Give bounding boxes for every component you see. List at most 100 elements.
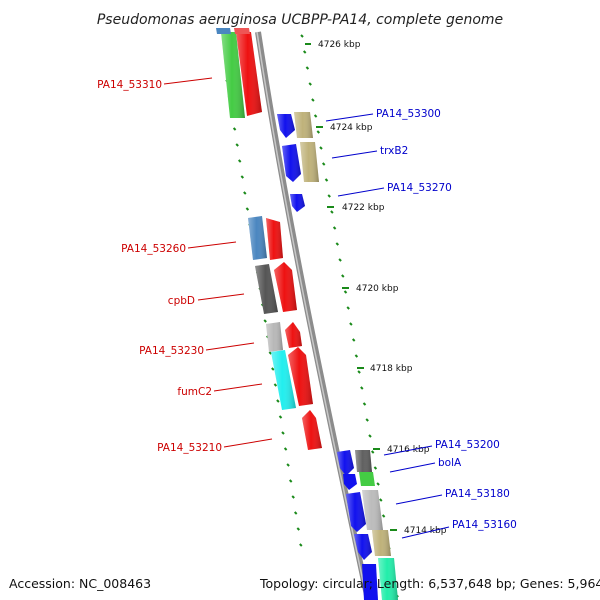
tick-dot: [373, 466, 378, 470]
gene-label: PA14_53230: [139, 345, 204, 357]
tick-dot: [319, 146, 323, 150]
tick-dot: [291, 495, 295, 499]
tick-dot: [237, 159, 242, 163]
tick-dot: [263, 319, 267, 323]
tick-dot: [379, 498, 383, 502]
gene-feature: [372, 530, 391, 556]
tick-dot: [286, 463, 290, 467]
minus-strand-features: [216, 28, 322, 450]
gene-feature: [302, 410, 322, 450]
tick-dot: [278, 415, 283, 419]
gene-feature: [266, 218, 283, 260]
tick-dot: [341, 274, 345, 278]
tick-dot: [302, 50, 307, 54]
tick-dot: [232, 127, 237, 131]
gene-feature: [221, 32, 245, 118]
gene-label: cpbD: [168, 295, 195, 307]
tick-dot: [346, 306, 350, 310]
tick-dot: [281, 431, 285, 435]
tick-dot: [354, 354, 359, 358]
gene-label: PA14_53160: [452, 519, 517, 531]
tick-dot: [327, 194, 331, 198]
gene-feature: [354, 534, 372, 560]
gene-feature: [277, 114, 295, 138]
position-label: 4720 kbp: [356, 284, 399, 294]
gene-feature: [285, 322, 302, 348]
tick-dot: [381, 514, 386, 518]
minus-strand-labels: PA14_53310 PA14_53260 cpbD PA14_53230 fu…: [97, 77, 273, 454]
gene-feature: [294, 112, 313, 138]
gene-feature: [343, 474, 357, 490]
tick-dot: [268, 351, 273, 355]
label-leader: [197, 293, 245, 301]
gene-feature: [274, 262, 297, 312]
gene-feature: [337, 450, 354, 476]
tick-dot: [332, 226, 337, 230]
position-label: 4714 kbp: [404, 526, 447, 536]
tick-dot: [365, 418, 369, 422]
gene-label: PA14_53300: [376, 108, 441, 120]
tick-dot: [308, 82, 312, 86]
label-leader: [337, 187, 385, 197]
tick-dot: [370, 450, 375, 454]
gene-label: fumC2: [177, 386, 212, 398]
tick-dot: [338, 258, 342, 262]
gene-feature: [346, 492, 366, 532]
map-title: Pseudomonas aeruginosa UCBPP-PA14, compl…: [97, 12, 503, 28]
gene-label: bolA: [438, 457, 462, 469]
tick-dot: [321, 162, 326, 166]
accession-text: Accession: NC_008463: [9, 576, 152, 591]
tick-dot: [330, 210, 334, 214]
label-leader: [223, 438, 273, 448]
tick-dot: [311, 98, 315, 102]
tick-dot: [357, 370, 361, 374]
tick-dot: [362, 402, 367, 406]
label-leader: [213, 383, 263, 392]
gene-feature: [359, 472, 375, 486]
gene-feature: [234, 28, 250, 34]
tick-dot: [335, 242, 340, 246]
position-label: 4726 kbp: [318, 40, 361, 50]
tick-dot: [245, 207, 250, 211]
gene-label: trxB2: [380, 145, 408, 157]
gene-label: PA14_53270: [387, 182, 452, 194]
gene-label: PA14_53310: [97, 79, 162, 91]
label-leader: [205, 342, 255, 351]
tick-dot: [243, 191, 247, 195]
tick-dot: [305, 66, 310, 70]
gene-feature: [248, 216, 267, 260]
position-label: 4724 kbp: [330, 123, 373, 133]
tick-dot: [313, 114, 318, 118]
plus-strand-features: [277, 112, 398, 600]
plus-strand-labels: PA14_53300 trxB2 PA14_53270 PA14_53200 b…: [325, 108, 517, 539]
gene-label: PA14_53200: [435, 439, 500, 451]
label-leader: [401, 526, 450, 539]
label-leader: [163, 77, 213, 85]
tick-dot: [349, 322, 353, 326]
tick-dot: [316, 130, 321, 134]
tick-dot: [235, 143, 239, 147]
tick-dot: [324, 178, 329, 182]
tick-dot: [288, 479, 293, 483]
tick-dot: [376, 482, 380, 486]
tick-dot: [240, 175, 245, 179]
label-leader: [325, 113, 374, 122]
topology-text: Topology: circular; Length: 6,537,648 bp…: [260, 576, 600, 591]
label-leader: [383, 445, 433, 456]
tick-dot: [368, 434, 372, 438]
tick-dot: [293, 511, 298, 515]
tick-dot: [273, 383, 278, 387]
tick-dot: [271, 367, 275, 371]
gene-feature: [255, 264, 278, 314]
label-leader: [395, 494, 443, 505]
tick-dot: [300, 34, 304, 38]
gene-feature: [362, 490, 383, 530]
label-leader: [389, 462, 436, 473]
tick-dot: [351, 338, 356, 342]
gene-feature: [300, 142, 319, 182]
gene-label: PA14_53180: [445, 488, 510, 500]
tick-dot: [276, 399, 280, 403]
gene-feature: [288, 347, 313, 406]
tick-dot: [343, 290, 348, 294]
